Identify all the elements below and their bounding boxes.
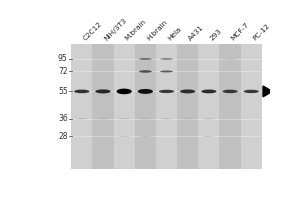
Text: 28: 28 bbox=[58, 132, 68, 141]
Ellipse shape bbox=[74, 90, 89, 93]
Text: MCF-7: MCF-7 bbox=[230, 21, 250, 42]
Ellipse shape bbox=[118, 136, 130, 137]
Bar bbox=[114, 44, 135, 169]
Text: A431: A431 bbox=[188, 24, 205, 42]
Bar bbox=[135, 44, 156, 169]
Text: 55: 55 bbox=[58, 87, 68, 96]
Text: Hela: Hela bbox=[167, 26, 182, 42]
Ellipse shape bbox=[139, 70, 152, 73]
Ellipse shape bbox=[180, 89, 195, 93]
Ellipse shape bbox=[160, 70, 173, 72]
Ellipse shape bbox=[223, 90, 238, 93]
Ellipse shape bbox=[116, 89, 132, 94]
Ellipse shape bbox=[203, 136, 215, 137]
Bar bbox=[198, 44, 220, 169]
Ellipse shape bbox=[201, 90, 217, 93]
Bar bbox=[177, 44, 198, 169]
Text: C2C12: C2C12 bbox=[82, 21, 103, 42]
Bar bbox=[71, 44, 262, 169]
Text: 72: 72 bbox=[58, 67, 68, 76]
Polygon shape bbox=[263, 86, 272, 97]
Bar bbox=[220, 44, 241, 169]
Bar bbox=[241, 44, 262, 169]
Ellipse shape bbox=[95, 89, 111, 93]
Bar bbox=[156, 44, 177, 169]
Text: PC-12: PC-12 bbox=[251, 22, 271, 42]
Ellipse shape bbox=[160, 58, 173, 60]
Ellipse shape bbox=[159, 90, 174, 93]
Ellipse shape bbox=[139, 58, 152, 60]
Bar bbox=[71, 44, 92, 169]
Bar bbox=[92, 44, 114, 169]
Text: H.brain: H.brain bbox=[146, 19, 168, 42]
Text: 293: 293 bbox=[209, 28, 223, 42]
Ellipse shape bbox=[138, 89, 153, 94]
Text: M.brain: M.brain bbox=[124, 18, 148, 42]
Text: 36: 36 bbox=[58, 114, 68, 123]
Text: 95: 95 bbox=[58, 54, 68, 63]
Ellipse shape bbox=[244, 90, 259, 93]
Text: NIH/3T3: NIH/3T3 bbox=[103, 17, 128, 42]
Ellipse shape bbox=[140, 136, 151, 137]
